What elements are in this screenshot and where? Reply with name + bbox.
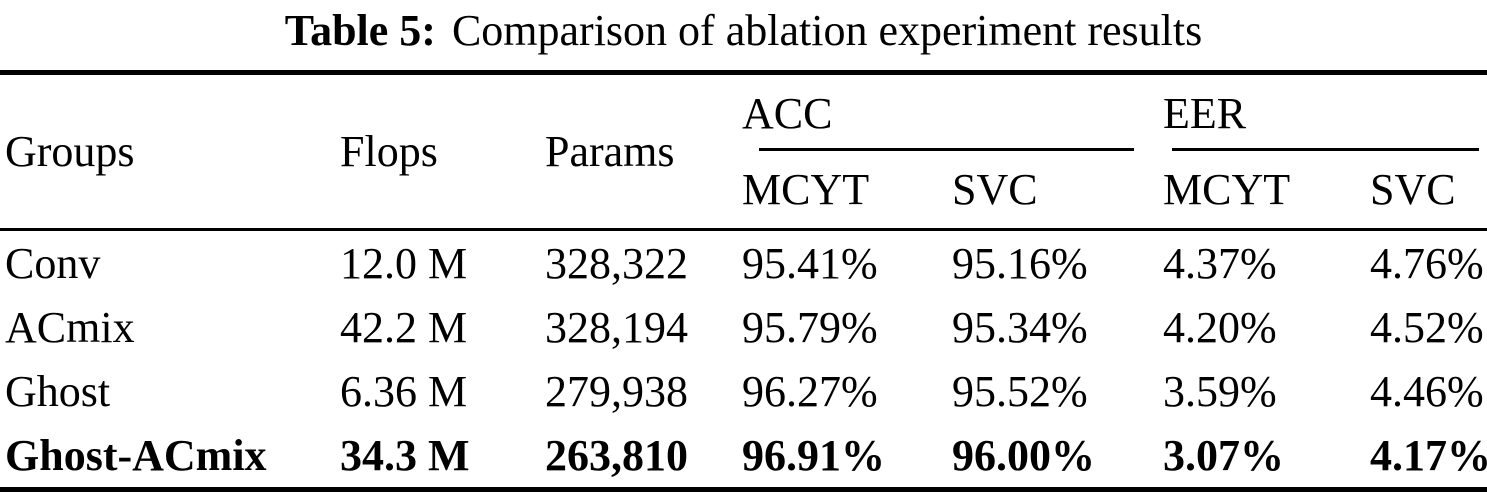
cell-eer-svc: 4.46% <box>1370 366 1484 416</box>
cell-params: 328,194 <box>545 302 688 352</box>
cell-eer-mcyt: 3.59% <box>1163 366 1277 416</box>
cell-acc-mcyt: 95.79% <box>742 302 878 352</box>
cell-acc-svc: 96.00% <box>952 430 1095 480</box>
col-header-params: Params <box>540 72 737 231</box>
cell-params: 263,810 <box>545 430 688 480</box>
cell-eer-svc: 4.52% <box>1370 302 1484 352</box>
table-row-ghost-acmix: Ghost-ACmix 34.3 M 263,810 96.91% 96.00%… <box>0 423 1487 490</box>
cell-eer-mcyt: 4.20% <box>1163 302 1277 352</box>
cell-acc-svc: 95.16% <box>952 238 1088 288</box>
subheader-acc-svc: SVC <box>947 151 1159 231</box>
cell-params: 328,322 <box>545 238 688 288</box>
table-row-conv: Conv 12.0 M 328,322 95.41% 95.16% 4.37% … <box>0 230 1487 296</box>
cell-flops: 42.2 M <box>340 302 468 352</box>
header-row-datasets: MCYT SVC MCYT SVC <box>0 151 1487 231</box>
eer-cmidrule <box>1172 148 1480 151</box>
col-header-groups: Groups <box>0 72 335 231</box>
cell-group: Conv <box>5 238 101 288</box>
table-caption: Table 5: Comparison of ablation experimen… <box>0 0 1487 70</box>
cell-acc-svc: 95.34% <box>952 302 1088 352</box>
cell-flops: 12.0 M <box>340 238 468 288</box>
cell-group: Ghost-ACmix <box>5 430 267 480</box>
subheader-acc-mcyt: MCYT <box>737 151 947 231</box>
subheader-eer-svc: SVC <box>1365 151 1487 231</box>
cell-eer-svc: 4.17% <box>1370 430 1487 480</box>
cell-acc-mcyt: 95.41% <box>742 238 878 288</box>
cell-flops: 34.3 M <box>340 430 470 480</box>
cell-acc-svc: 95.52% <box>952 366 1088 416</box>
eer-label: EER <box>1163 88 1247 138</box>
acc-label: ACC <box>742 88 833 138</box>
cell-eer-svc: 4.76% <box>1370 238 1484 288</box>
cell-acc-mcyt: 96.27% <box>742 366 878 416</box>
caption-text: Comparison of ablation experiment result… <box>451 6 1203 55</box>
cell-eer-mcyt: 3.07% <box>1163 430 1285 480</box>
ablation-results-table: Groups Flops Params ACC EER MCYT SVC MCY… <box>0 70 1487 492</box>
caption-label: Table 5: <box>284 6 436 55</box>
col-header-flops: Flops <box>335 72 540 231</box>
table-row-acmix: ACmix 42.2 M 328,194 95.79% 95.34% 4.20%… <box>0 295 1487 359</box>
subheader-eer-mcyt: MCYT <box>1158 151 1366 231</box>
cell-group: ACmix <box>5 302 135 352</box>
group-header-acc: ACC <box>737 73 1158 151</box>
group-header-eer: EER <box>1158 73 1487 151</box>
acc-cmidrule <box>759 148 1135 151</box>
table-row-ghost: Ghost 6.36 M 279,938 96.27% 95.52% 3.59%… <box>0 359 1487 423</box>
cell-eer-mcyt: 4.37% <box>1163 238 1277 288</box>
cell-params: 279,938 <box>545 366 688 416</box>
cell-acc-mcyt: 96.91% <box>742 430 885 480</box>
cell-group: Ghost <box>5 366 111 416</box>
cell-flops: 6.36 M <box>340 366 468 416</box>
header-row-groups: Groups Flops Params ACC EER <box>0 72 1487 231</box>
